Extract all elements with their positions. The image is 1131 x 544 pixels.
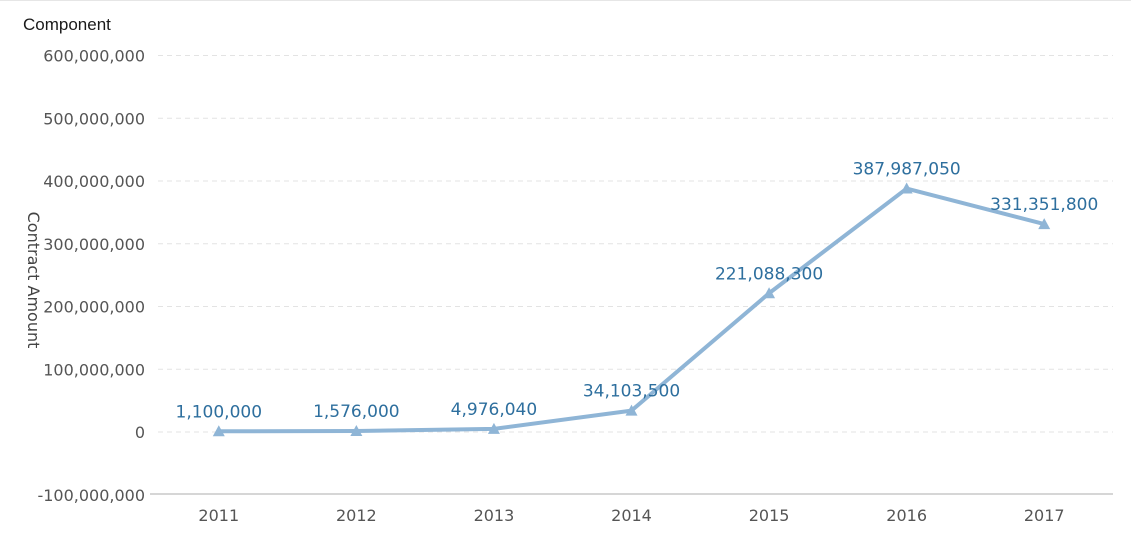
data-point-marker[interactable] [1038,218,1051,230]
x-tick-label: 2012 [336,506,377,525]
data-point-marker[interactable] [625,404,638,416]
data-point-marker[interactable] [763,287,776,299]
y-tick-label: 600,000,000 [43,47,145,66]
data-point-marker[interactable] [212,425,225,437]
data-label: 1,576,000 [313,402,400,422]
y-tick-label: 0 [135,423,145,442]
data-label: 331,351,800 [990,195,1098,215]
x-tick-label: 2014 [611,506,652,525]
data-label: 1,100,000 [176,402,263,422]
x-tick-label: 2016 [886,506,927,525]
y-tick-label: 200,000,000 [43,298,145,317]
data-point-marker[interactable] [350,425,363,437]
y-tick-label: 300,000,000 [43,235,145,254]
data-label: 4,976,040 [451,400,538,420]
x-tick-label: 2015 [749,506,790,525]
data-label: 221,088,300 [715,264,823,284]
series-group: 1,100,000 1,576,000 4,976,040 34,103,500 221… [176,160,1098,437]
x-tick-label: 2017 [1024,506,1065,525]
y-tick-label: -100,000,000 [37,486,145,505]
y-axis-label: Contract Amount [24,212,43,349]
chart-title: Component [23,15,111,34]
data-label: 387,987,050 [853,160,961,180]
x-tick-label: 2011 [198,506,239,525]
x-axis-ticks: 2011 2012 2013 2014 2015 2016 2017 [198,506,1064,525]
y-axis-ticks: 600,000,000 500,000,000 400,000,000 300,000… [37,47,145,505]
y-tick-label: 100,000,000 [43,360,145,379]
gridlines [158,55,1113,433]
top-border [0,0,1131,1]
data-point-marker[interactable] [900,182,913,194]
data-point-marker[interactable] [487,422,500,434]
y-tick-label: 400,000,000 [43,172,145,191]
data-label: 34,103,500 [583,382,680,402]
x-tick-label: 2013 [474,506,515,525]
y-tick-label: 500,000,000 [43,109,145,128]
